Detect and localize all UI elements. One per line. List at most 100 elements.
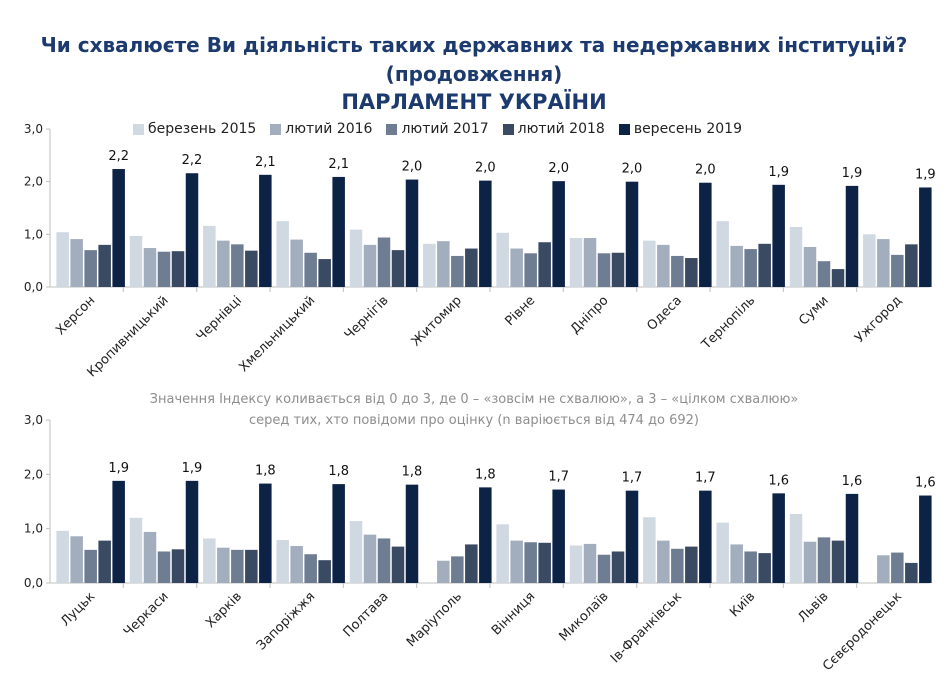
bar [524, 253, 537, 287]
legend-swatch [270, 123, 282, 135]
bar [129, 235, 143, 287]
bar [716, 221, 729, 287]
legend-item: лютий 2018 [502, 121, 605, 137]
bar [423, 243, 436, 287]
y-tick-label: 1,0 [24, 522, 43, 536]
bar [552, 181, 565, 287]
bar [56, 232, 69, 287]
chart-title-line2: (продовження) [385, 62, 563, 86]
data-label: 1,8 [255, 464, 276, 479]
legend-label: вересень 2019 [633, 121, 742, 137]
bar [129, 517, 143, 583]
chart-title-line1: Чи схвалюєте Ви діяльність таких державн… [40, 33, 908, 57]
bar [744, 551, 757, 583]
bar [845, 185, 859, 287]
category-label: Львів [795, 589, 831, 625]
bar [290, 239, 303, 287]
bar [276, 221, 289, 287]
bar [803, 541, 817, 583]
bar [304, 554, 317, 583]
bar [451, 255, 464, 287]
y-tick-label: 0,0 [24, 280, 43, 294]
bar [143, 531, 157, 583]
data-label: 2,2 [108, 149, 129, 164]
bar [245, 549, 258, 583]
bar [405, 484, 419, 583]
category-label: Рівне [502, 293, 538, 329]
data-label: 1,6 [842, 474, 863, 489]
bar [349, 229, 363, 287]
bar [699, 490, 712, 583]
category-label: Маріуполь [404, 589, 465, 650]
bar [479, 180, 492, 287]
bar [377, 538, 391, 583]
legend-item: березень 2015 [133, 121, 256, 137]
legend-item: лютий 2016 [270, 121, 372, 137]
bar [363, 244, 377, 287]
bar [496, 232, 509, 287]
legend-swatch [386, 123, 398, 135]
bar [643, 517, 656, 583]
bar [817, 261, 831, 287]
bar [332, 176, 345, 287]
category-label: Хмельницький [236, 293, 318, 375]
y-tick-label: 1,0 [24, 227, 43, 241]
category-label: Київ [727, 589, 758, 620]
category-label: Харків [203, 589, 245, 631]
legend-label: лютий 2017 [401, 121, 489, 137]
bar [524, 542, 537, 583]
data-label: 2,1 [328, 157, 349, 172]
legend-label: березень 2015 [148, 121, 257, 137]
bar [332, 484, 345, 583]
legend-item: лютий 2017 [386, 121, 489, 137]
data-label: 1,8 [402, 465, 423, 480]
bar [203, 538, 216, 583]
bar [465, 544, 478, 583]
bar [231, 244, 244, 287]
bar [831, 269, 845, 287]
bar [597, 253, 611, 287]
bar [758, 243, 771, 287]
bar [597, 554, 611, 583]
category-label: Чернівці [194, 293, 245, 344]
data-label: 1,8 [328, 464, 349, 479]
data-label: 2,0 [695, 163, 716, 178]
bar [611, 551, 625, 583]
bar [789, 513, 803, 583]
data-label: 2,0 [402, 160, 423, 175]
legend-label: лютий 2018 [517, 121, 605, 137]
legend-swatch [502, 123, 514, 135]
data-label: 1,8 [475, 467, 496, 482]
bar [112, 169, 125, 287]
bar [919, 187, 932, 287]
bar [772, 184, 785, 287]
bar [625, 490, 639, 583]
bar [831, 540, 845, 583]
bar [349, 521, 363, 583]
category-label: Черкаси [121, 589, 172, 640]
bar [245, 250, 258, 287]
bar [803, 246, 817, 287]
bar [318, 560, 331, 583]
bar [496, 524, 509, 583]
y-tick-label: 0,0 [24, 576, 43, 590]
bar [583, 238, 597, 287]
bar [919, 495, 932, 583]
bar [772, 493, 785, 583]
bar [377, 237, 391, 287]
bar [657, 540, 670, 583]
bar [437, 241, 450, 287]
bar [569, 545, 583, 583]
bar [730, 544, 743, 583]
category-label: Сєвєродонецьк [820, 589, 905, 674]
data-label: 1,7 [548, 470, 569, 485]
y-tick-label: 2,0 [24, 467, 43, 481]
bar [817, 537, 831, 583]
bar [259, 174, 272, 287]
bar [143, 248, 157, 287]
bar [730, 245, 743, 287]
legend-swatch [618, 123, 630, 135]
category-label: Тернопіль [698, 293, 758, 353]
bar [217, 240, 230, 287]
